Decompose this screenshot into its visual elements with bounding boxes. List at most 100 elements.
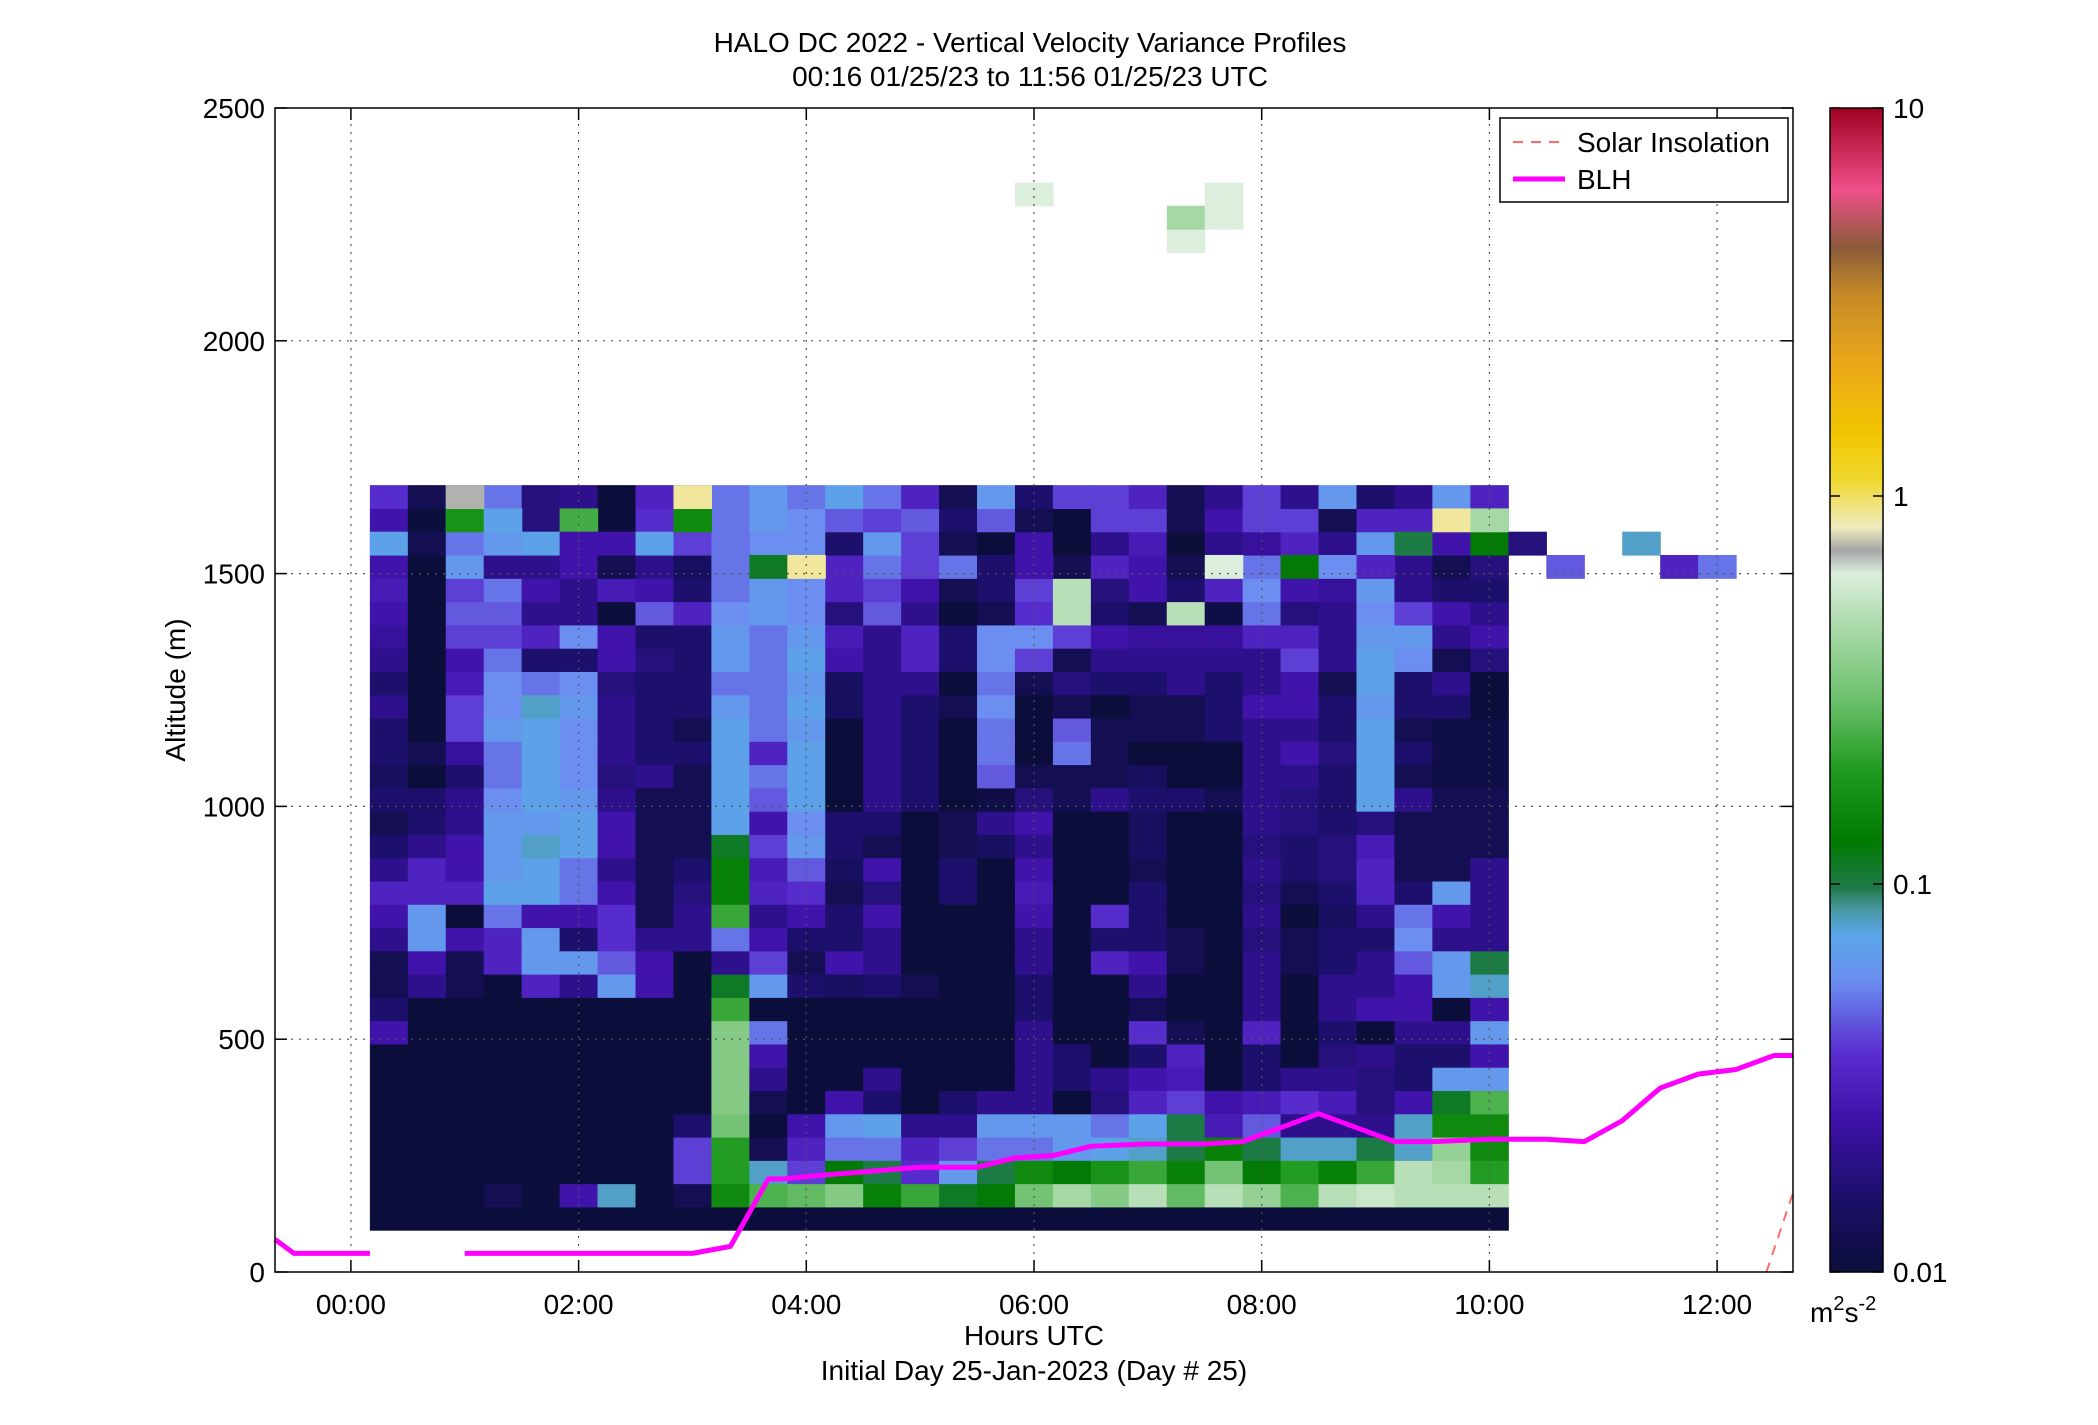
colorbar: 0.01 0.1 1 10 m2s-2 [1810, 93, 1948, 1328]
heatmap-cell [1090, 1206, 1130, 1231]
heatmap-cell [1356, 578, 1396, 603]
heatmap-cell [407, 1160, 447, 1185]
heatmap-cell [635, 764, 675, 789]
heatmap-cell [711, 741, 750, 766]
heatmap-cell [1128, 648, 1168, 672]
heatmap-cell [445, 997, 485, 1022]
heatmap-cell [901, 554, 940, 579]
heatmap-cell [863, 554, 902, 579]
heatmap-cell [597, 624, 637, 649]
heatmap-cell [369, 485, 409, 510]
heatmap-cell [749, 601, 788, 626]
heatmap-cell [407, 717, 447, 742]
heatmap-cell [521, 1113, 561, 1138]
heatmap-cell [407, 578, 447, 603]
heatmap-cell [1128, 811, 1168, 835]
heatmap-cell [559, 1206, 599, 1231]
heatmap-cell [825, 811, 864, 835]
heatmap-cell [1280, 741, 1320, 766]
heatmap-cell [1280, 950, 1320, 975]
heatmap-cell [1660, 554, 1699, 579]
heatmap-cell [1280, 694, 1320, 719]
heatmap-cell [407, 1113, 447, 1138]
heatmap-cell [559, 1020, 599, 1045]
heatmap-cell [1090, 485, 1130, 510]
heatmap-cell [673, 601, 712, 626]
heatmap-cell [521, 648, 561, 672]
heatmap-cell [673, 1183, 712, 1208]
heatmap-cell [1318, 485, 1358, 510]
heatmap-cell [1432, 485, 1471, 510]
heatmap-cell [825, 624, 864, 649]
heatmap-cell [673, 764, 712, 789]
heatmap-cell [863, 601, 902, 626]
heatmap-cell [1090, 1183, 1130, 1208]
heatmap-cell [1280, 1067, 1320, 1092]
heatmap-cell [369, 601, 409, 626]
heatmap-cell [863, 834, 902, 859]
heatmap-cell [1166, 974, 1206, 998]
heatmap-cell [1166, 1090, 1206, 1115]
heatmap-cell [1356, 694, 1396, 719]
heatmap-cell [597, 974, 637, 998]
heatmap-cell [635, 671, 675, 696]
heatmap-cell [1052, 694, 1092, 719]
heatmap-cell [1014, 741, 1054, 766]
heatmap-cell [1470, 717, 1509, 742]
heatmap-cell [1394, 485, 1433, 510]
heatmap-cell [977, 764, 1016, 789]
heatmap-cell [939, 508, 978, 533]
heatmap-cell [673, 997, 712, 1022]
heatmap-cell [1015, 182, 1054, 207]
heatmap-cell [407, 950, 447, 975]
heatmap-cell [1394, 880, 1433, 905]
heatmap-cell [711, 1043, 750, 1068]
heatmap-cell [1280, 787, 1320, 812]
heatmap-cell [635, 741, 675, 766]
heatmap-cell [1052, 671, 1092, 696]
heatmap-cell [673, 717, 712, 742]
heatmap-cell [1052, 1043, 1092, 1068]
heatmap-cell [1432, 1160, 1471, 1185]
heatmap-cell [369, 764, 409, 789]
heatmap-cell [635, 834, 675, 859]
heatmap-cell [1090, 578, 1130, 603]
heatmap-cell [1280, 508, 1320, 533]
heatmap-cell [1204, 834, 1244, 859]
heatmap-cell [1242, 508, 1282, 533]
heatmap-cell [1318, 857, 1358, 882]
heatmap-cell [1128, 857, 1168, 882]
heatmap-cell [863, 880, 902, 905]
heatmap-cell [369, 671, 409, 696]
heatmap-cell [1242, 485, 1282, 510]
heatmap-cell [483, 927, 523, 952]
heatmap-cell [1394, 717, 1433, 742]
heatmap-cell [1242, 1043, 1282, 1068]
x-tick-label: 08:00 [1227, 1289, 1297, 1320]
heatmap-cell [863, 1067, 902, 1092]
heatmap-cell [445, 834, 485, 859]
heatmap-cell [635, 601, 675, 626]
heatmap-cell [863, 624, 902, 649]
heatmap-cell [597, 741, 637, 766]
heatmap-cell [787, 1043, 826, 1068]
heatmap-cell [1242, 578, 1282, 603]
heatmap-cell [1052, 950, 1092, 975]
heatmap-cell [1280, 834, 1320, 859]
heatmap-cell [1128, 578, 1168, 603]
solar-insolation-line [1765, 1192, 1794, 1273]
heatmap-cell [1356, 950, 1396, 975]
heatmap-cell [1166, 578, 1206, 603]
heatmap-cell [1280, 974, 1320, 998]
heatmap-cell [1394, 787, 1433, 812]
heatmap-cell [1204, 717, 1244, 742]
heatmap-cell [1204, 182, 1244, 207]
heatmap-cell [521, 974, 561, 998]
heatmap-cell [521, 904, 561, 929]
heatmap-cell [1318, 927, 1358, 952]
heatmap-cell [901, 531, 940, 556]
x-tick-label: 02:00 [544, 1289, 614, 1320]
heatmap-cell [1280, 880, 1320, 905]
heatmap-cell [787, 950, 826, 975]
heatmap-cell [1052, 834, 1092, 859]
